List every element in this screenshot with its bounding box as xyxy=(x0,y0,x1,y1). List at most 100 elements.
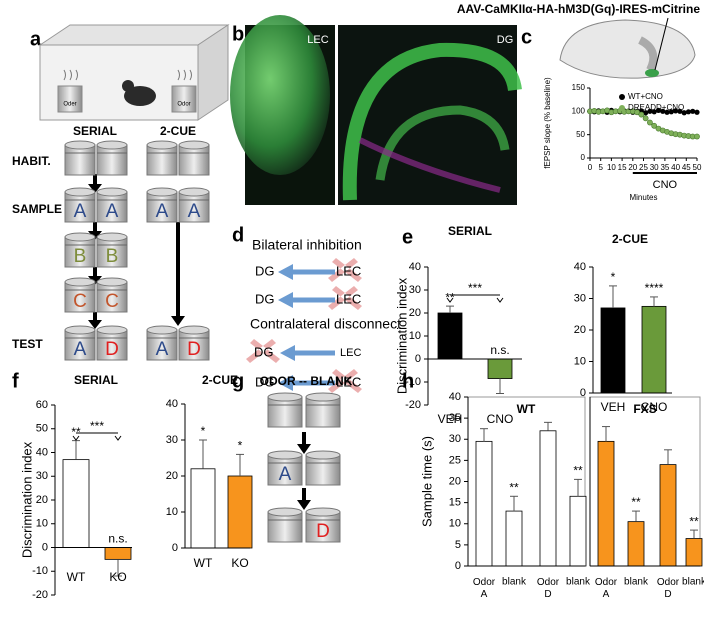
arrows xyxy=(88,174,185,329)
container-lid xyxy=(146,187,178,197)
chart-title: 2-CUE xyxy=(612,232,648,246)
y-tick-label: 150 xyxy=(572,83,586,92)
x-tick-label: KO xyxy=(109,570,126,584)
container xyxy=(178,329,210,361)
x-tick-label: 30 xyxy=(650,163,659,172)
data-point xyxy=(643,110,649,116)
pathways xyxy=(246,258,362,393)
bar xyxy=(475,440,493,567)
comparison-arrow xyxy=(72,435,80,441)
y-tick-label: 0 xyxy=(455,560,461,572)
y-tick-label: 100 xyxy=(572,106,586,115)
bar xyxy=(62,459,90,548)
y-tick-label: -20 xyxy=(405,399,421,411)
brain xyxy=(559,19,696,79)
container-lid xyxy=(178,325,210,335)
container xyxy=(267,454,303,486)
x-tick-label: CNO xyxy=(487,412,514,426)
data-point xyxy=(673,108,679,114)
bar xyxy=(600,307,626,394)
container-lid xyxy=(267,392,303,402)
micrograph xyxy=(342,42,522,201)
construct-label: AAV-CaMKIIα-HA-hM3D(Gq)-IRES-mCitrine xyxy=(457,2,700,16)
container xyxy=(96,329,128,361)
significance-label: ** xyxy=(445,290,455,304)
data-point xyxy=(655,107,662,113)
comparison-label: *** xyxy=(90,419,104,433)
significance-label: * xyxy=(201,424,206,438)
container-lid xyxy=(64,325,96,335)
container-lid xyxy=(96,277,128,287)
chart-title: WT xyxy=(517,402,536,416)
comparison-label: *** xyxy=(468,281,482,295)
bar xyxy=(104,547,132,560)
odor-letter: A xyxy=(188,201,201,222)
bar xyxy=(227,475,253,549)
panel-label: e xyxy=(402,226,413,248)
y-tick-label: 30 xyxy=(449,433,461,445)
significance-label: **** xyxy=(645,281,664,295)
bar xyxy=(539,430,557,567)
legend-label: WT+CNO xyxy=(628,92,663,101)
y-tick-label: 25 xyxy=(449,454,461,466)
container-lid xyxy=(178,140,210,150)
bar xyxy=(685,538,703,567)
y-tick-label: 40 xyxy=(449,391,461,403)
odor-letter: A xyxy=(74,201,87,222)
panel-label: b xyxy=(232,23,244,45)
y-tick-label: 40 xyxy=(166,398,178,410)
row-label: TEST xyxy=(12,337,43,351)
x-tick-label: 40 xyxy=(671,163,680,172)
x-tick-label: 50 xyxy=(693,163,702,172)
significance-label: ** xyxy=(71,425,81,439)
node-label: DG xyxy=(255,263,275,278)
micrograph xyxy=(230,15,330,175)
node-label: LEC xyxy=(336,291,361,306)
x-tick-label: VEH xyxy=(601,400,626,414)
x-tick-label: Odor A xyxy=(473,577,496,600)
pointer xyxy=(654,17,669,71)
container xyxy=(64,191,96,223)
x-tick-label: Odor D xyxy=(537,577,560,600)
legend-label: DREADD+CNO xyxy=(628,103,684,112)
container-lid xyxy=(305,392,341,402)
odor-letter: A xyxy=(74,339,87,360)
bar xyxy=(505,510,523,567)
y-tick-label: -20 xyxy=(32,589,48,601)
odor-letter: D xyxy=(105,339,119,360)
x-tick-label: WT xyxy=(194,556,213,570)
node-label: LEC xyxy=(336,263,361,278)
significance-label: ** xyxy=(509,480,519,494)
x-tick-label: blank xyxy=(502,577,527,588)
container-lid xyxy=(96,187,128,197)
y-tick-label: 60 xyxy=(36,399,48,411)
y-tick-label: 0 xyxy=(580,387,586,399)
container xyxy=(305,454,341,486)
y-tick-label: 15 xyxy=(449,497,461,509)
row-label: HABIT. xyxy=(12,154,51,168)
y-tick-label: 50 xyxy=(576,130,585,139)
column-label: SERIAL xyxy=(73,124,117,138)
x-tick-label: 0 xyxy=(588,163,593,172)
data-point xyxy=(660,108,666,114)
y-tick-label: 5 xyxy=(455,539,461,551)
image-label: LEC xyxy=(307,34,328,46)
odor-letter: A xyxy=(156,201,169,222)
container xyxy=(96,236,128,268)
data-point xyxy=(638,111,645,118)
diagram-title: ODOR -- BLANK xyxy=(260,374,353,388)
significance-label: * xyxy=(611,270,616,284)
y-tick-label: 10 xyxy=(409,330,421,342)
panel-label: a xyxy=(30,28,42,50)
y-tick-label: 0 xyxy=(172,542,178,554)
data-point xyxy=(664,109,670,115)
x-tick-label: 35 xyxy=(660,163,669,172)
diagram-title: Contralateral disconnect xyxy=(250,316,401,332)
container-lid xyxy=(178,187,210,197)
container xyxy=(96,144,128,176)
bar xyxy=(487,358,513,379)
odor-letter: D xyxy=(316,521,330,542)
odor-letter: D xyxy=(187,339,201,360)
y-tick-label: 0 xyxy=(415,353,421,365)
